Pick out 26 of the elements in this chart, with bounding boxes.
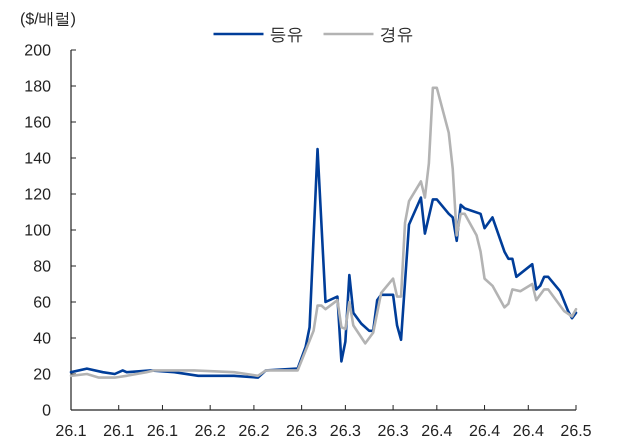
y-tick-label: 180 — [24, 78, 52, 96]
y-tick-label: 140 — [24, 150, 52, 168]
legend-label: 등유 — [270, 24, 304, 44]
y-tick-label: 60 — [33, 294, 52, 312]
y-tick-label: 0 — [42, 402, 52, 420]
y-tick-label: 160 — [24, 114, 52, 132]
x-tick-label: 26.5 — [560, 423, 592, 440]
x-tick-label: 26.3 — [378, 423, 409, 440]
legend-label: 경유 — [380, 24, 414, 44]
y-tick-label: 20 — [33, 366, 52, 384]
x-tick-label: 26.4 — [468, 423, 500, 440]
y-tick-label: 40 — [33, 330, 52, 348]
x-tick-label: 26.1 — [146, 423, 178, 440]
x-tick-label: 26.1 — [55, 423, 87, 440]
x-tick-label: 26.4 — [512, 423, 544, 440]
y-tick-label: 120 — [24, 186, 52, 204]
y-tick-label: 80 — [33, 258, 52, 276]
x-tick-label: 26.4 — [421, 423, 452, 440]
y-tick-label: 200 — [24, 42, 52, 60]
y-axis-title: ($/배럴) — [20, 11, 76, 28]
x-tick-label: 26.1 — [103, 423, 134, 440]
x-tick-label: 26.2 — [238, 423, 270, 440]
x-tick-label: 26.3 — [286, 423, 318, 440]
x-tick-label: 26.2 — [194, 423, 226, 440]
y-tick-label: 100 — [24, 222, 52, 240]
x-tick-label: 26.3 — [330, 423, 362, 440]
